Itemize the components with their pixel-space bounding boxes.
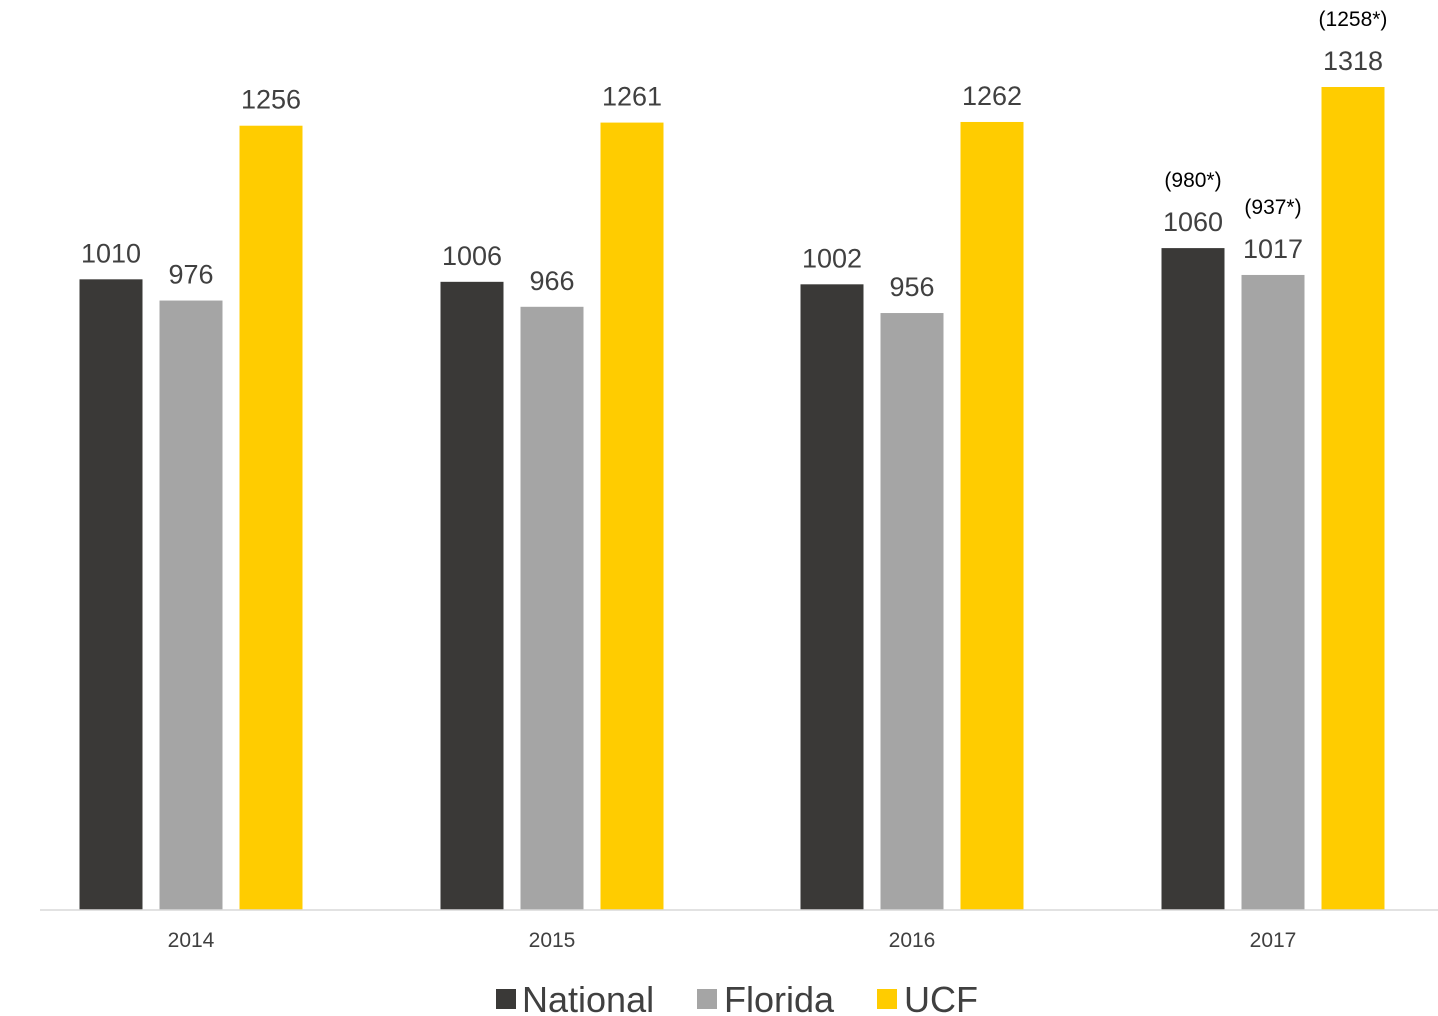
bar-florida-2017 (1241, 274, 1305, 910)
bar-ucf-2017 (1321, 87, 1385, 910)
note-label-national-2017: (980*) (1164, 169, 1221, 192)
x-axis-tick-labels: 2014 2015 2016 2017 (168, 929, 1297, 952)
bars (79, 87, 1385, 911)
bar-florida-2016 (880, 313, 944, 910)
data-label-national-2016: 1002 (802, 243, 862, 273)
data-label-national-2015: 1006 (442, 241, 502, 271)
bar-national-2015 (440, 281, 504, 910)
bar-national-2017 (1161, 248, 1225, 911)
x-tick-label-2016: 2016 (889, 929, 936, 952)
data-label-national-2014: 1010 (81, 238, 141, 268)
note-label-florida-2017: (937*) (1244, 196, 1301, 219)
value-labels: 1010 976 1256 1006 966 1261 1002 956 1262 1060 (98… (81, 8, 1387, 302)
bar-florida-2014 (159, 300, 223, 910)
legend: National Florida UCF (496, 979, 978, 1016)
legend-label-ucf: UCF (904, 979, 978, 1016)
data-label-ucf-2016: 1262 (962, 81, 1022, 111)
bar-ucf-2016 (960, 121, 1024, 910)
bar-national-2016 (800, 284, 864, 910)
data-label-florida-2014: 976 (168, 260, 213, 290)
data-label-florida-2016: 956 (889, 272, 934, 302)
legend-swatch-national (496, 989, 516, 1009)
legend-label-national: National (522, 979, 654, 1016)
data-label-florida-2015: 966 (529, 266, 574, 296)
bar-ucf-2015 (600, 122, 664, 910)
note-label-ucf-2017: (1258*) (1319, 8, 1388, 31)
bar-ucf-2014 (239, 125, 303, 910)
data-label-ucf-2015: 1261 (602, 82, 662, 112)
x-tick-label-2015: 2015 (529, 929, 576, 952)
bar-florida-2015 (520, 306, 584, 910)
legend-swatch-ucf (877, 989, 897, 1009)
data-label-ucf-2017: 1318 (1323, 46, 1383, 76)
bar-national-2014 (79, 279, 143, 911)
legend-label-florida: Florida (724, 979, 835, 1016)
data-label-ucf-2014: 1256 (241, 85, 301, 115)
data-label-florida-2017: 1017 (1243, 234, 1303, 264)
x-tick-label-2014: 2014 (168, 929, 215, 952)
x-tick-label-2017: 2017 (1250, 929, 1297, 952)
legend-swatch-florida (697, 989, 717, 1009)
data-label-national-2017: 1060 (1163, 207, 1223, 237)
